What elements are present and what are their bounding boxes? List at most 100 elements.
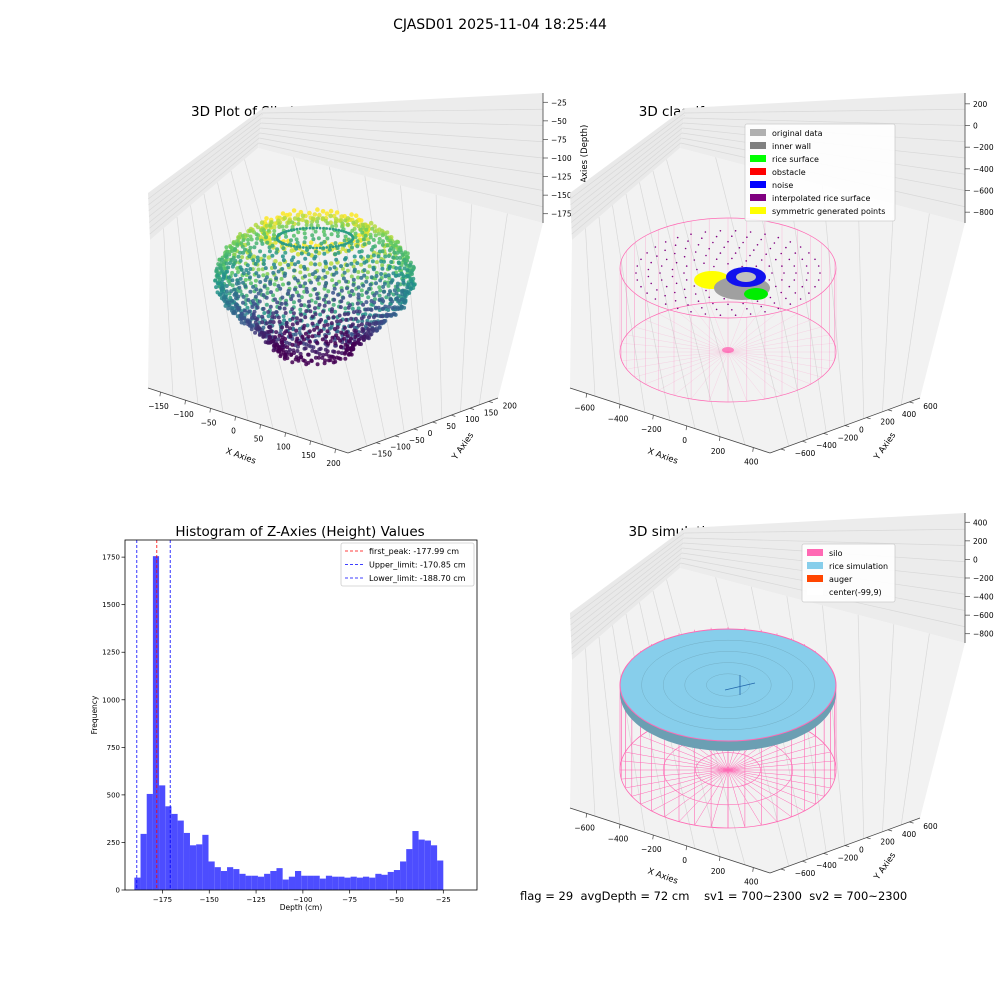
scatter-point <box>326 358 331 363</box>
scatter-point <box>236 265 241 270</box>
scatter-point <box>272 232 276 237</box>
scatter-point <box>376 254 381 259</box>
scatter-point <box>248 300 253 304</box>
scatter-point <box>232 248 237 253</box>
interpolated-point <box>734 252 737 254</box>
scatter-point <box>346 312 350 316</box>
scatter-point <box>324 281 329 286</box>
scatter-point <box>297 330 302 335</box>
scatter-point <box>306 352 311 357</box>
scatter-point <box>326 316 331 321</box>
grid-line <box>625 613 671 841</box>
scatter-point <box>278 354 283 359</box>
scatter-point <box>294 316 299 321</box>
scatter-point <box>343 256 348 260</box>
scatter-point <box>254 232 259 237</box>
scatter-point <box>289 261 295 267</box>
scatter-point <box>261 273 266 278</box>
scatter-point <box>356 297 361 302</box>
scatter-point <box>233 273 238 278</box>
grid-line <box>652 170 721 437</box>
interpolated-point <box>715 286 718 288</box>
scatter-point <box>332 265 337 270</box>
scatter-point <box>338 305 343 310</box>
scatter-point <box>234 291 239 296</box>
histogram-legend-label: first_peak: -177.99 cm <box>369 547 459 556</box>
scatter-point <box>401 280 406 285</box>
scatter-point <box>255 302 260 307</box>
scatter-point <box>256 325 261 330</box>
scatter-point <box>258 332 263 337</box>
classify-legend-swatch <box>750 181 766 188</box>
grid-line <box>571 137 682 229</box>
grid-line <box>570 537 684 626</box>
scatter-point <box>237 236 242 240</box>
scatter-point <box>304 223 309 228</box>
x-tick-label: 200 <box>711 867 726 876</box>
x-tick-label: 150 <box>301 451 316 460</box>
interpolated-point <box>760 259 763 261</box>
scatter-point <box>288 326 292 331</box>
scatter-point <box>266 337 271 342</box>
scatter-point <box>221 285 226 290</box>
scatter-point <box>371 238 376 242</box>
scatter-point <box>251 323 256 328</box>
scatter-point <box>266 255 272 260</box>
scatter-point <box>270 329 275 334</box>
scatter-point <box>239 311 244 316</box>
histogram-bar <box>227 867 234 890</box>
scatter-point <box>398 255 402 260</box>
interpolated-point <box>676 307 679 310</box>
y-tick-label: −600 <box>795 449 816 458</box>
scatter-point <box>302 227 307 232</box>
grid-line <box>293 157 368 447</box>
scatter-point <box>295 212 301 218</box>
scatter-point <box>287 218 292 223</box>
silo-spoke <box>727 769 835 780</box>
scatter-point <box>239 313 244 318</box>
scatter-point <box>258 288 263 293</box>
silo-spoke <box>727 751 831 771</box>
scatter-point <box>249 281 253 286</box>
scatter-point <box>266 340 271 345</box>
scatter-point <box>254 323 259 328</box>
silo-floor-ring <box>695 752 761 788</box>
scatter-point <box>397 268 402 273</box>
grid-line <box>217 182 274 429</box>
scatter-point <box>358 237 364 243</box>
scatter-point <box>387 313 392 318</box>
scatter-point <box>339 286 344 291</box>
scatter-point <box>259 220 265 225</box>
scatter-point <box>275 215 280 220</box>
x-tick <box>309 440 311 446</box>
interpolated-point <box>708 247 710 250</box>
scatter-point <box>350 245 354 250</box>
scatter-point <box>263 334 268 339</box>
scatter-point <box>282 259 288 264</box>
scatter-point <box>327 354 332 359</box>
scatter-point <box>325 221 330 226</box>
scatter-point <box>268 222 273 227</box>
scatter-point <box>377 325 382 330</box>
scatter-point <box>361 227 367 233</box>
silo-spoke <box>664 722 729 771</box>
scatter-point <box>402 257 407 262</box>
scatter-point <box>378 320 383 325</box>
scatter-point <box>230 278 235 283</box>
silo-spoke <box>727 302 747 353</box>
scatter-point <box>215 281 220 286</box>
scatter-point <box>232 287 236 292</box>
scatter-point <box>386 280 391 285</box>
scatter-point <box>279 352 284 357</box>
scatter-point <box>328 266 332 271</box>
scatter-point <box>316 216 320 221</box>
scatter-point <box>337 313 342 318</box>
scatter-point <box>352 267 357 272</box>
scatter-point <box>269 317 274 322</box>
y-tick-label: 600 <box>923 822 938 831</box>
scatter-point <box>242 233 247 237</box>
scatter-point <box>337 249 343 255</box>
interpolated-point <box>701 307 703 309</box>
grid-line <box>571 557 682 649</box>
scatter-point <box>300 213 306 219</box>
